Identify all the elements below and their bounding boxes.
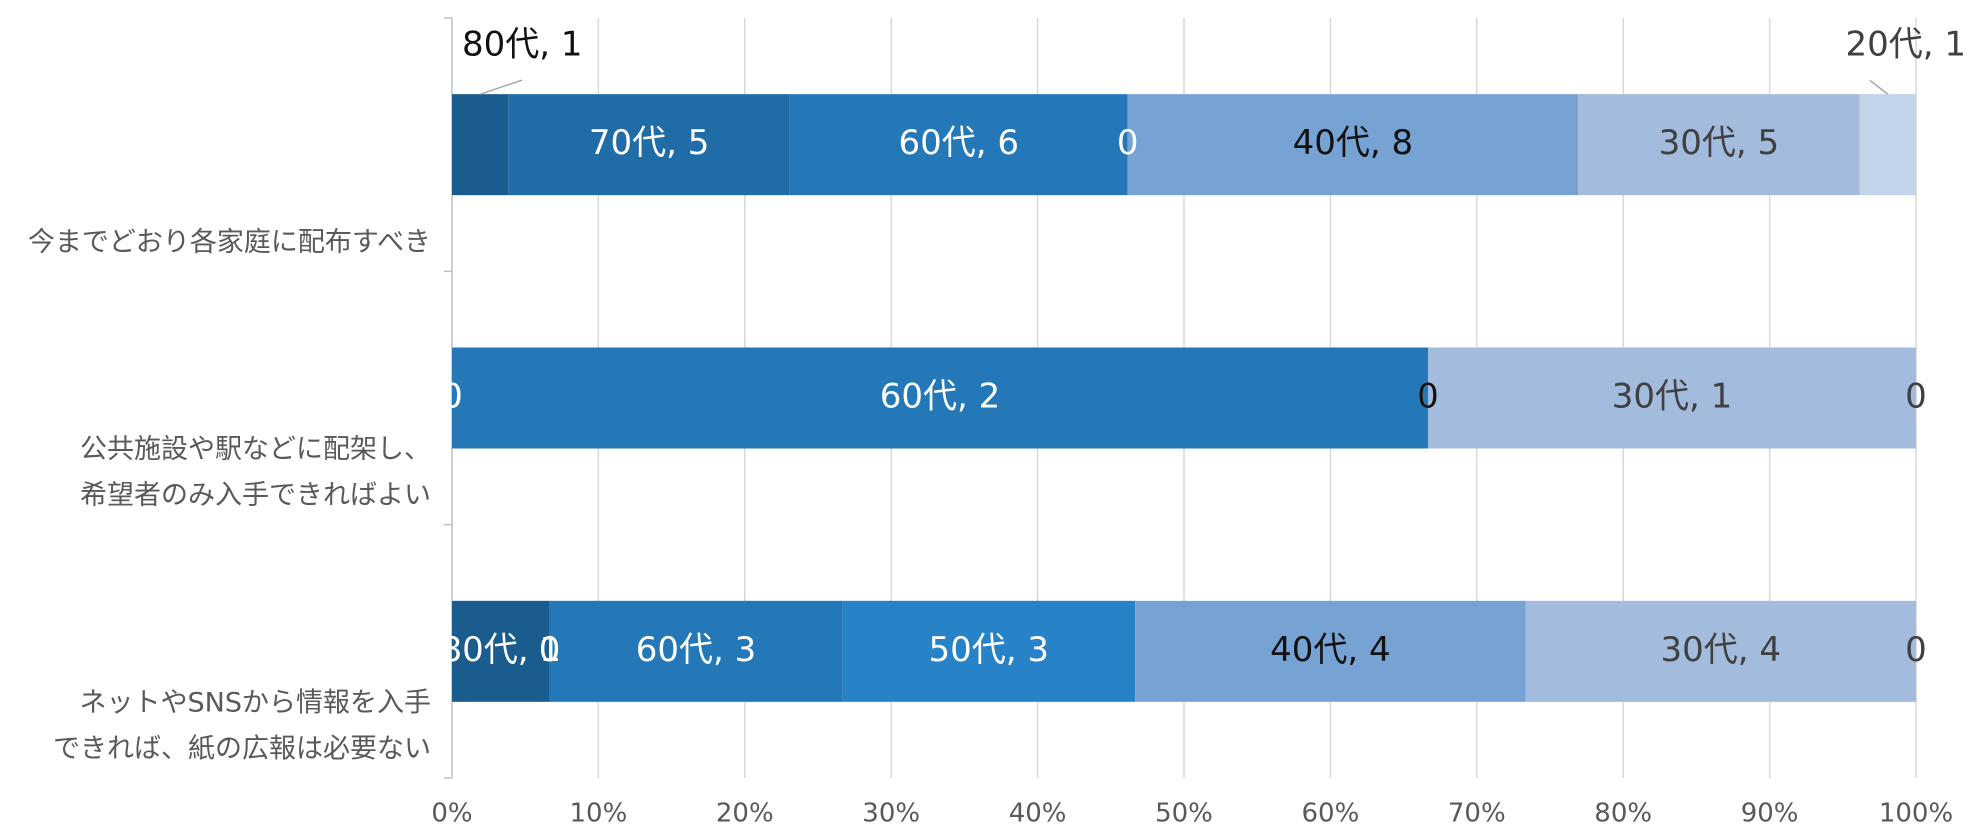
bar-segment [508, 94, 790, 196]
leader-line [479, 79, 523, 95]
data-label: 40代, 8 [1293, 123, 1414, 163]
y-tick-label: ネットやSNSから情報を入手 [80, 688, 431, 719]
x-tick-label: 10% [570, 799, 628, 827]
x-tick-label: 80% [1594, 799, 1652, 827]
data-label: 60代, 3 [636, 630, 757, 670]
bar-segment [1127, 94, 1579, 196]
data-label: 0 [1417, 377, 1439, 417]
bar-segment [549, 600, 843, 702]
y-tick-label: 今までどおり各家庭に配布すべき [28, 227, 431, 258]
x-tick-label: 0% [431, 799, 472, 827]
data-label: 30代, 1 [1612, 377, 1733, 417]
x-tick-label: 60% [1302, 799, 1360, 827]
data-label: 40代, 4 [1270, 630, 1391, 670]
data-label: 60代, 2 [880, 377, 1001, 417]
leader-line [1869, 79, 1889, 95]
x-tick-label: 90% [1741, 799, 1799, 827]
data-label: 20代, 1 [1845, 25, 1966, 65]
x-tick-label: 50% [1155, 799, 1213, 827]
bar-segment [452, 600, 550, 702]
data-label: 30代, 5 [1659, 123, 1780, 163]
y-tick-label: 公共施設や駅などに配架し、 [80, 434, 431, 465]
y-tick-label: 希望者のみ入手できればよい [80, 480, 431, 511]
data-label: 0 [1905, 630, 1927, 670]
data-label: 0 [441, 377, 463, 417]
data-label: 0 [1117, 123, 1139, 163]
data-label: 80代, 1 [441, 630, 562, 670]
bar-segment [1428, 347, 1916, 449]
bar-segment [1578, 94, 1860, 196]
bar-segment [1135, 600, 1526, 702]
x-tick-label: 100% [1879, 799, 1953, 827]
bar-segment [452, 94, 509, 196]
data-label: 80代, 1 [462, 25, 583, 65]
bar-segment [452, 347, 1428, 449]
data-label: 0 [441, 377, 463, 417]
data-label: 60代, 6 [899, 123, 1020, 163]
bar-segment [1859, 94, 1916, 196]
data-label: 0 [539, 630, 561, 670]
x-tick-label: 30% [862, 799, 920, 827]
data-label: 50代, 3 [929, 630, 1050, 670]
data-label: 70代, 5 [589, 123, 710, 163]
data-label: 30代, 4 [1661, 630, 1782, 670]
x-tick-label: 20% [716, 799, 774, 827]
data-label: 0 [1417, 377, 1439, 417]
bar-segment [842, 600, 1136, 702]
y-tick-label: できれば、紙の広報は必要ない [53, 734, 431, 765]
data-label: 0 [1905, 377, 1927, 417]
bar-segment [789, 94, 1128, 196]
x-tick-label: 70% [1448, 799, 1506, 827]
bar-segment [1525, 600, 1916, 702]
x-tick-label: 40% [1009, 799, 1067, 827]
